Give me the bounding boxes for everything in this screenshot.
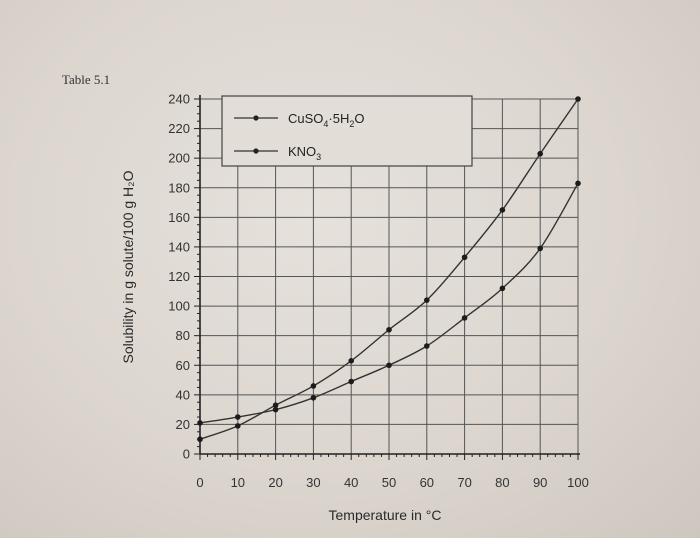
x-tick-label-8: 80 <box>495 475 509 490</box>
x-tick-labels: 0 10 20 30 40 50 60 70 80 90 100 <box>196 475 588 490</box>
data-point-series-1-6 <box>424 343 430 349</box>
data-point-series-1-10 <box>575 180 581 187</box>
y-tick-labels: 0 20 40 60 80 100 120 140 160 180 200 220 240 <box>168 92 190 462</box>
x-tick-label-0: 0 <box>196 475 203 490</box>
data-point-series-2-3 <box>310 383 317 389</box>
data-point-series-1-0 <box>197 420 203 426</box>
data-point-series-2-2 <box>272 402 279 408</box>
data-point-series-1-2 <box>272 406 279 413</box>
y-tick-label-7: 140 <box>168 239 190 254</box>
y-tick-label-2: 40 <box>176 387 190 402</box>
data-point-series-1-8 <box>499 285 506 292</box>
data-point-series-1-7 <box>461 315 468 321</box>
data-point-series-1-5 <box>386 362 392 369</box>
y-tick-label-6: 120 <box>168 269 190 284</box>
legend-label-series-1: CuSO4·5H2O <box>288 111 365 129</box>
x-tick-label-2: 20 <box>268 475 282 490</box>
data-point-series-2-9 <box>537 150 543 157</box>
data-point-series-1-9 <box>537 245 543 252</box>
x-tick-label-6: 60 <box>420 475 434 490</box>
y-tick-label-3: 60 <box>176 358 190 373</box>
x-tick-label-1: 10 <box>231 475 245 490</box>
x-tick-label-9: 90 <box>533 475 547 490</box>
x-axis-label: Temperature in °C <box>329 507 442 523</box>
x-tick-label-10: 100 <box>567 475 589 490</box>
y-tick-label-4: 80 <box>176 328 190 343</box>
data-point-series-2-0 <box>197 436 203 443</box>
data-point-series-2-6 <box>424 297 430 303</box>
data-point-series-1-4 <box>348 378 355 385</box>
table-caption: Table 5.1 <box>62 72 111 87</box>
series-lines <box>197 96 581 443</box>
data-point-series-2-7 <box>461 254 468 261</box>
data-point-series-2-1 <box>235 423 241 429</box>
y-tick-label-8: 160 <box>168 210 190 225</box>
data-point-series-1-3 <box>310 394 317 401</box>
data-point-series-2-10 <box>575 96 581 102</box>
data-point-series-2-8 <box>499 207 506 213</box>
y-tick-label-0: 0 <box>183 447 190 462</box>
data-point-series-2-5 <box>386 326 392 333</box>
x-tick-label-5: 50 <box>382 475 396 490</box>
y-tick-label-1: 20 <box>176 417 190 432</box>
x-tick-label-7: 70 <box>457 475 471 490</box>
axes <box>194 95 580 460</box>
x-tick-label-3: 30 <box>306 475 320 490</box>
legend-box <box>221 95 473 167</box>
y-tick-label-9: 180 <box>168 180 190 195</box>
y-tick-label-12: 240 <box>168 92 190 107</box>
data-point-series-1-1 <box>235 414 241 420</box>
legend-marker-series-2 <box>253 148 259 154</box>
legend-label-series-2: KNO3 <box>288 144 321 162</box>
x-tick-label-4: 40 <box>344 475 358 490</box>
y-tick-label-10: 200 <box>168 151 190 166</box>
legend-marker-series-1 <box>253 115 259 121</box>
y-tick-label-11: 220 <box>168 121 190 136</box>
y-tick-label-5: 100 <box>168 299 190 314</box>
y-axis-label: Solubility in g solute/100 g H₂O <box>120 170 136 363</box>
data-point-series-2-4 <box>348 358 355 364</box>
legend: CuSO4·5H2O KNO3 <box>221 95 473 167</box>
